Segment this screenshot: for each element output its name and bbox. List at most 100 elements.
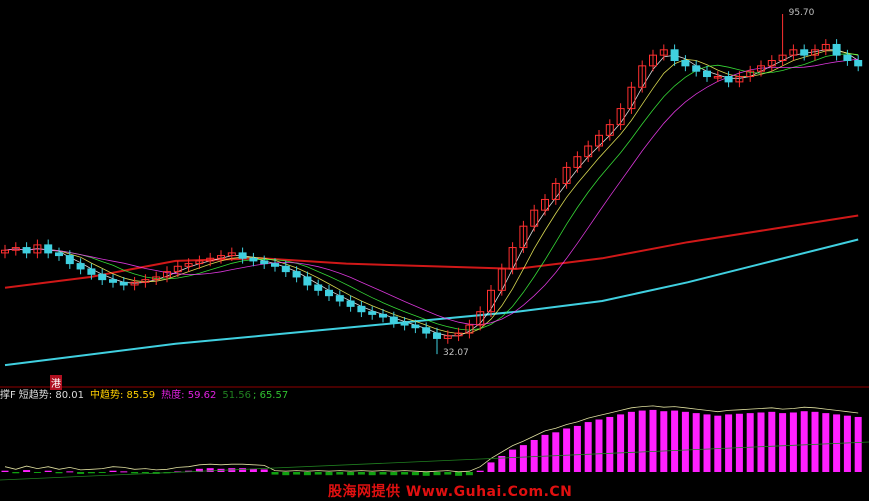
candle-body bbox=[487, 289, 495, 313]
indicator-bar bbox=[357, 472, 365, 475]
indicator-bar bbox=[23, 470, 31, 472]
candle-body bbox=[141, 279, 150, 283]
indicator-bar bbox=[336, 472, 344, 475]
indicator-bar bbox=[595, 419, 603, 472]
candle-body bbox=[217, 255, 225, 259]
candle-body bbox=[325, 289, 333, 297]
indicator-bar bbox=[746, 413, 754, 472]
indicator-bar bbox=[800, 411, 808, 472]
candle-body bbox=[11, 247, 20, 251]
indicator-bar bbox=[552, 432, 560, 472]
indicator-bar bbox=[55, 472, 63, 474]
indicator-bar bbox=[66, 471, 74, 473]
candle-body bbox=[832, 43, 841, 56]
indicator-bar bbox=[239, 468, 247, 472]
candle-body bbox=[292, 271, 301, 278]
candle-body bbox=[443, 335, 452, 339]
indicator-bar bbox=[509, 449, 517, 472]
indicator-bar bbox=[768, 411, 776, 472]
candle-body bbox=[55, 252, 63, 257]
candle-body bbox=[400, 321, 409, 326]
indicator-bar bbox=[260, 469, 268, 472]
indicator-bar bbox=[98, 472, 106, 473]
candle-body bbox=[281, 265, 290, 273]
candle-body bbox=[724, 76, 733, 83]
indicator-bar bbox=[638, 410, 646, 472]
candle-body bbox=[65, 255, 74, 265]
candle-body bbox=[271, 263, 279, 267]
indicator-bar bbox=[649, 409, 657, 472]
candle-body bbox=[497, 268, 506, 291]
indicator-bar bbox=[563, 428, 571, 472]
candle-body bbox=[206, 257, 215, 262]
indicator-bar bbox=[1, 470, 9, 472]
candle-body bbox=[87, 268, 96, 275]
candle-body bbox=[735, 76, 744, 83]
candle-body bbox=[184, 263, 193, 267]
candle-body bbox=[195, 260, 204, 265]
low-price-label: 32.07 bbox=[443, 348, 469, 359]
indicator-bar bbox=[606, 416, 614, 472]
candle-body bbox=[746, 70, 755, 78]
candle-body bbox=[562, 166, 571, 184]
indicator-bar bbox=[444, 472, 452, 475]
indicator-bar bbox=[368, 472, 376, 476]
candle-body bbox=[22, 247, 31, 254]
indicator-bar bbox=[44, 470, 52, 472]
candle-body bbox=[778, 54, 787, 61]
candle-body bbox=[627, 86, 636, 110]
candle-body bbox=[692, 65, 701, 72]
ma-8-line bbox=[4, 53, 859, 331]
indicator-bar bbox=[541, 434, 549, 472]
indicator-bar bbox=[282, 472, 290, 476]
candle-body bbox=[1, 249, 9, 254]
indicator-bar bbox=[433, 472, 441, 476]
indicator-bar bbox=[293, 472, 301, 475]
indicator-bar bbox=[12, 472, 20, 474]
candle-body bbox=[238, 252, 247, 259]
candle-body bbox=[109, 279, 117, 283]
candle-body bbox=[368, 311, 377, 315]
indicator-bar bbox=[757, 412, 765, 472]
candle-body bbox=[357, 305, 366, 313]
indicator-bar bbox=[617, 414, 625, 472]
indicator-bar bbox=[735, 413, 743, 472]
indicator-bar bbox=[519, 445, 527, 472]
indicator-bar bbox=[109, 470, 117, 472]
watermark: 股海网提供 Www.Guhai.Com.CN bbox=[328, 484, 573, 500]
candle-body bbox=[713, 76, 722, 79]
indicator-bar bbox=[120, 471, 128, 473]
indicator-bar bbox=[455, 472, 463, 476]
candle-body bbox=[98, 273, 107, 281]
candle-body bbox=[163, 271, 171, 278]
indicator-bar bbox=[779, 413, 787, 472]
indicator-bar bbox=[411, 472, 419, 476]
ma-12-line bbox=[4, 58, 859, 326]
ma-3-line bbox=[4, 49, 859, 337]
candle-body bbox=[33, 244, 42, 254]
candle-body bbox=[659, 49, 668, 56]
indicator-signal-line bbox=[0, 441, 869, 481]
indicator-bar bbox=[87, 472, 95, 474]
high-price-label: 95.70 bbox=[788, 8, 815, 18]
indicator-bar bbox=[584, 422, 592, 472]
indicator-bar bbox=[249, 468, 257, 472]
candle-body bbox=[638, 65, 647, 88]
indicator-bar bbox=[660, 411, 668, 472]
candle-body bbox=[541, 198, 549, 211]
candle-body bbox=[595, 134, 603, 147]
candle-body bbox=[130, 281, 139, 286]
candle-body bbox=[649, 54, 657, 67]
candle-body bbox=[454, 332, 463, 337]
candle-body bbox=[119, 281, 128, 286]
candle-body bbox=[530, 209, 539, 227]
candle-body bbox=[260, 260, 269, 265]
candle-body bbox=[605, 124, 614, 136]
ma-5-line bbox=[4, 50, 859, 335]
indicator-legend: 撑F 短趋势: 80.01 中趋势: 85.59 热度: 59.62 51.56; 65… bbox=[0, 390, 289, 401]
mid-trend-value: 85.59 bbox=[126, 390, 156, 401]
candle-body bbox=[843, 54, 852, 61]
candle-body bbox=[681, 59, 690, 67]
indicator-bar bbox=[487, 462, 495, 472]
